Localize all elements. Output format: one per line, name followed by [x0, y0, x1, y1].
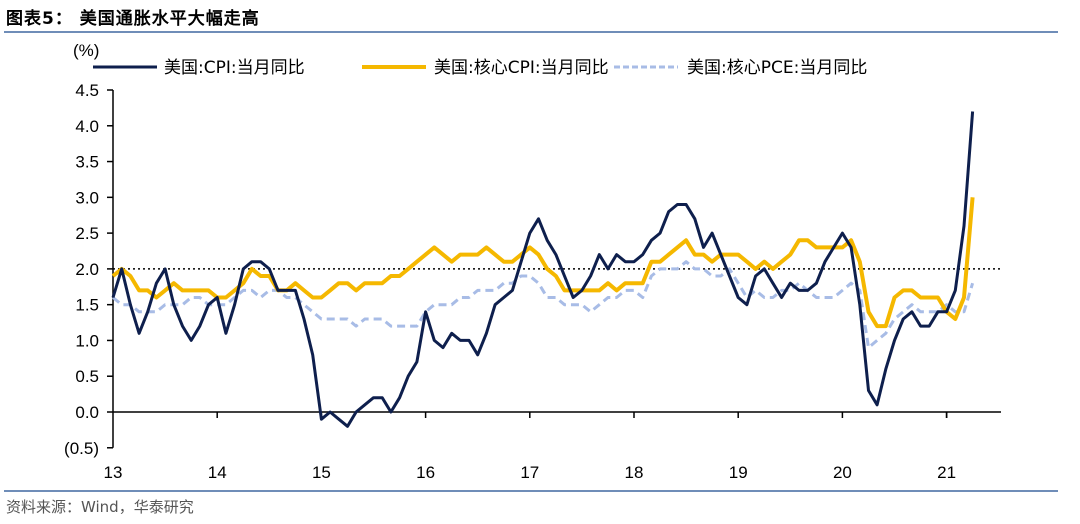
y-tick-label: 0.5 [75, 367, 99, 386]
figure-title: 图表5： 美国通胀水平大幅走高 [6, 9, 260, 29]
y-tick-label: 0.0 [75, 403, 99, 422]
x-tick-label: 15 [312, 463, 331, 482]
top-divider [4, 31, 1058, 33]
x-tick-label: 14 [208, 463, 227, 482]
y-tick-label: 3.5 [75, 153, 99, 172]
x-tick-label: 13 [104, 463, 123, 482]
legend-label-core-cpi: 美国:核心CPI:当月同比 [434, 58, 609, 78]
y-axis: (0.5) 0.0 0.5 1.0 1.5 2.0 2.5 3.0 3.5 4.0 4.5 [64, 81, 114, 458]
y-tick-label: (0.5) [64, 439, 99, 458]
y-tick-label: 3.0 [75, 188, 99, 207]
y-tick-label: 1.5 [75, 296, 99, 315]
y-tick-label: 4.0 [75, 117, 99, 136]
series-line-core-cpi [111, 197, 975, 329]
x-tick-label: 21 [937, 463, 956, 482]
legend: 美国:CPI:当月同比 美国:核心CPI:当月同比 美国:核心PCE:当月同比 [93, 58, 867, 78]
y-tick-label: 2.5 [75, 224, 99, 243]
y-axis-unit-label: (%) [73, 41, 99, 60]
series-line-cpi [111, 111, 975, 428]
x-tick-label: 20 [833, 463, 852, 482]
legend-label-cpi: 美国:CPI:当月同比 [164, 58, 305, 78]
series-line-core-pce [112, 260, 975, 350]
x-tick-label: 19 [729, 463, 748, 482]
source-note: 资料来源：Wind，华泰研究 [6, 498, 194, 516]
bottom-divider [4, 490, 1058, 492]
legend-label-core-pce: 美国:核心PCE:当月同比 [687, 58, 867, 78]
y-tick-label: 4.5 [75, 81, 99, 100]
x-tick-label: 17 [520, 463, 539, 482]
series-group [111, 111, 975, 428]
x-tick-label: 16 [416, 463, 435, 482]
y-tick-label: 1.0 [75, 331, 99, 350]
x-tick-label: 18 [625, 463, 644, 482]
y-tick-label: 2.0 [75, 260, 99, 279]
